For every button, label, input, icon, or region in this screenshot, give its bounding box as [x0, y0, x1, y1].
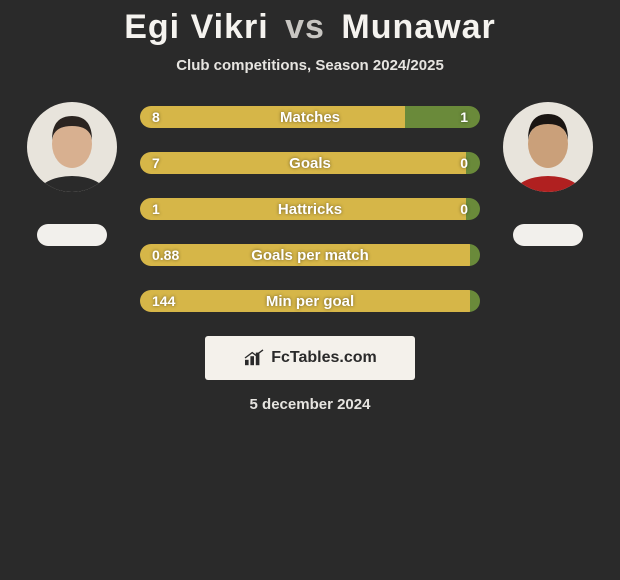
stat-bar: 70Goals	[140, 152, 480, 174]
date: 5 december 2024	[250, 396, 371, 413]
stat-bar: 0.88Goals per match	[140, 244, 480, 266]
stat-bars: 81Matches 70Goals 10Hattricks 0.88Goals per…	[140, 106, 480, 312]
player2-side	[498, 102, 598, 246]
stat-label: Min per goal	[140, 290, 480, 312]
bar-chart-icon	[243, 349, 265, 367]
player1-name: Egi Vikri	[124, 8, 268, 46]
person-icon	[32, 104, 112, 192]
player2-avatar	[503, 102, 593, 192]
comparison-title: Egi Vikri vs Munawar	[124, 8, 496, 47]
player2-name: Munawar	[341, 8, 495, 46]
comparison-arena: 81Matches 70Goals 10Hattricks 0.88Goals per…	[0, 102, 620, 312]
player2-flag	[513, 224, 583, 246]
stat-label: Goals	[140, 152, 480, 174]
player1-avatar	[27, 102, 117, 192]
player1-flag	[37, 224, 107, 246]
stat-bar: 10Hattricks	[140, 198, 480, 220]
brand-text: FcTables.com	[271, 349, 377, 367]
stat-label: Matches	[140, 106, 480, 128]
vs-label: vs	[285, 8, 325, 46]
stat-bar: 81Matches	[140, 106, 480, 128]
stat-bar: 144Min per goal	[140, 290, 480, 312]
stat-label: Hattricks	[140, 198, 480, 220]
player1-side	[22, 102, 122, 246]
brand-badge: FcTables.com	[205, 336, 415, 380]
subtitle: Club competitions, Season 2024/2025	[176, 57, 444, 74]
person-icon	[508, 104, 588, 192]
stat-label: Goals per match	[140, 244, 480, 266]
